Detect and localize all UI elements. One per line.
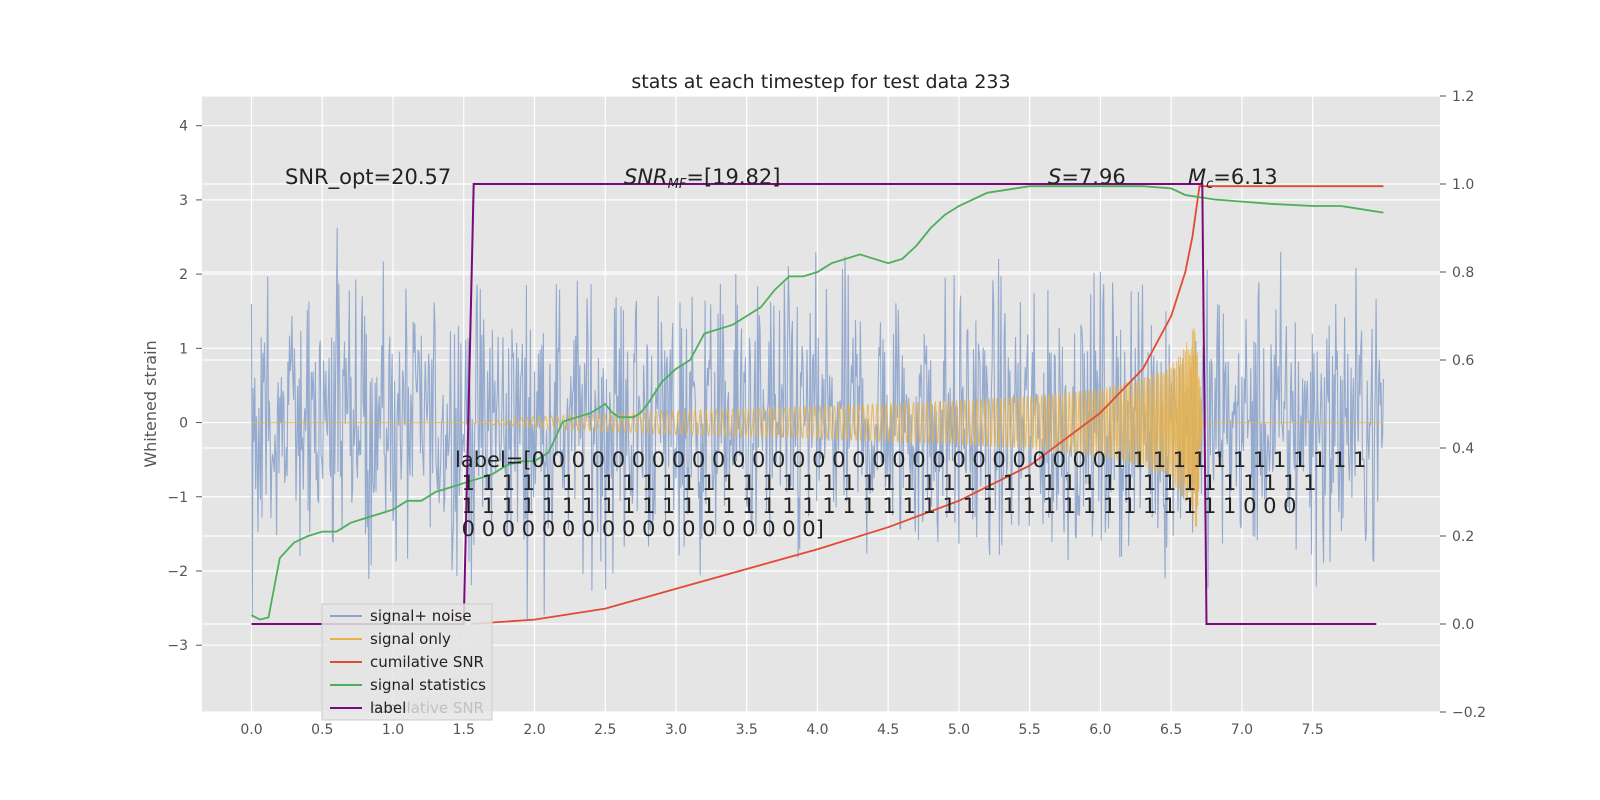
- x-tick-label: 0.5: [311, 722, 333, 738]
- y2-tick-label: 0.4: [1452, 441, 1474, 457]
- label-array-line-4: 0 0 0 0 0 0 0 0 0 0 0 0 0 0 0 0 0 0]: [455, 517, 824, 541]
- snr-mf-value: =[19.82]: [686, 165, 780, 189]
- x-tick-label: 3.0: [665, 722, 687, 738]
- ticks: 0.0 0.5 1.0 1.5 2.0 2.5 3.0 3.5 4.0 4.5 5.0 5.5 6.0 6…: [167, 89, 1486, 738]
- legend: cumilative SNR signal+ noise signal only c…: [321, 603, 493, 721]
- snr-mf-annotation: SNRMF=[19.82]: [624, 165, 780, 192]
- label-array-line-1: label=[0 0 0 0 0 0 0 0 0 0 0 0 0 0 0 0 0…: [455, 448, 1366, 472]
- y-tick-label: 3: [179, 193, 188, 209]
- y2-tick-label: 0.6: [1452, 353, 1474, 369]
- mc-subscript: c: [1206, 177, 1213, 192]
- y2-tick-label: 1.2: [1452, 89, 1474, 105]
- label-array-line-2: 1 1 1 1 1 1 1 1 1 1 1 1 1 1 1 1 1 1 1 1 …: [455, 471, 1317, 495]
- y-tick-label: 4: [179, 119, 188, 135]
- snr-mf-subscript: MF: [668, 177, 687, 192]
- y2-tick-label: 0.2: [1452, 529, 1474, 545]
- x-tick-label: 6.0: [1089, 722, 1111, 738]
- x-tick-label: 4.0: [806, 722, 828, 738]
- cumulative-snr-line: [470, 185, 1384, 625]
- x-tick-label: 5.0: [948, 722, 970, 738]
- legend-entry: signal only: [370, 630, 451, 648]
- y2-tick-label: 1.0: [1452, 177, 1474, 193]
- snr-opt-annotation: SNR_opt=20.57: [285, 165, 451, 190]
- y-tick-label: −2: [167, 564, 188, 580]
- x-tick-label: 7.0: [1231, 722, 1253, 738]
- y-tick-label: 1: [179, 341, 188, 357]
- y2-tick-label: 0.0: [1452, 617, 1474, 633]
- legend-entry: cumilative SNR: [370, 653, 484, 671]
- mc-value: =6.13: [1213, 165, 1277, 189]
- signal-series: [251, 328, 1384, 527]
- x-tick-label: 6.5: [1160, 722, 1182, 738]
- y-tick-label: 0: [179, 416, 188, 432]
- label-array-line-3: 1 1 1 1 1 1 1 1 1 1 1 1 1 1 1 1 1 1 1 1 …: [455, 494, 1297, 518]
- y2-tick-label: 0.8: [1452, 265, 1474, 281]
- x-tick-label: 4.5: [877, 722, 899, 738]
- legend-ghost-text: cumilative SNR: [370, 699, 484, 717]
- legend-entry: label: [370, 699, 406, 717]
- legend-entry: signal+ noise: [370, 607, 472, 625]
- s-value: =7.96: [1061, 165, 1125, 189]
- x-tick-label: 7.5: [1302, 722, 1324, 738]
- mc-label: M: [1188, 165, 1206, 189]
- x-tick-label: 5.5: [1019, 722, 1041, 738]
- y-tick-label: 2: [179, 267, 188, 283]
- x-tick-label: 2.5: [594, 722, 616, 738]
- x-tick-label: 1.0: [382, 722, 404, 738]
- y2-tick-label: −0.2: [1452, 705, 1486, 721]
- snr-mf-label: SNR: [624, 165, 668, 189]
- x-tick-label: 3.5: [736, 722, 758, 738]
- signal-only-line: [251, 328, 1384, 527]
- annotations: SNR_opt=20.57 SNRMF=[19.82] S=7.96 Mc=6.…: [285, 165, 1366, 541]
- mc-annotation: Mc=6.13: [1188, 165, 1278, 192]
- s-annotation: S=7.96: [1048, 165, 1126, 189]
- x-tick-label: 1.5: [453, 722, 475, 738]
- signal-statistics-line: [251, 185, 1384, 621]
- legend-entry: signal statistics: [370, 676, 486, 694]
- chart-title: stats at each timestep for test data 233: [631, 71, 1010, 93]
- y-tick-label: −1: [167, 490, 188, 506]
- x-tick-label: 0.0: [240, 722, 262, 738]
- y-tick-label: −3: [167, 638, 188, 654]
- y-axis-label: Whitened strain: [141, 340, 160, 467]
- s-label: S: [1048, 165, 1061, 189]
- x-tick-label: 2.0: [523, 722, 545, 738]
